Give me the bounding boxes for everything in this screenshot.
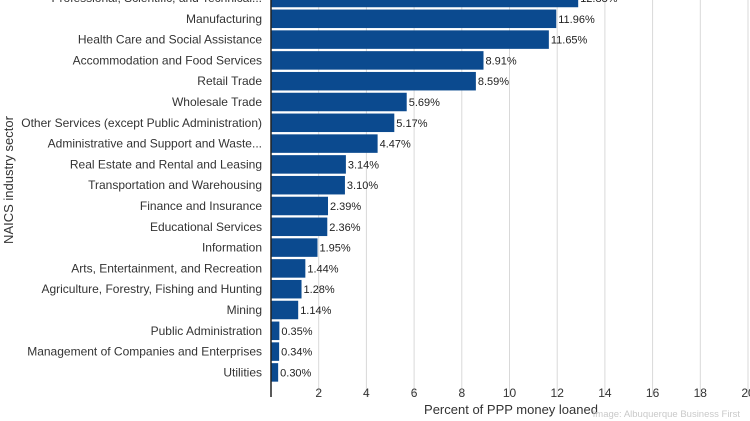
x-tick-labels: 2 4 6 8 10 12 14 16 18 20 bbox=[315, 386, 750, 400]
x-tick-label: 2 bbox=[315, 386, 322, 400]
x-tick-label: 20 bbox=[741, 386, 750, 400]
bar bbox=[271, 155, 346, 174]
bar bbox=[271, 279, 302, 299]
value-label: 5.69% bbox=[409, 97, 440, 109]
category-label: Public Administration bbox=[151, 324, 262, 338]
category-label: Professional, Scientific, and Technical.… bbox=[51, 0, 262, 5]
category-label: Utilities bbox=[223, 365, 262, 379]
x-tick-label: 4 bbox=[363, 386, 370, 400]
category-label: Manufacturing bbox=[186, 12, 262, 26]
category-label: Retail Trade bbox=[197, 74, 262, 88]
value-label: 1.14% bbox=[300, 305, 331, 317]
category-label: Transportation and Warehousing bbox=[88, 178, 262, 192]
bar bbox=[271, 92, 407, 112]
category-label: Agriculture, Forestry, Fishing and Hunti… bbox=[41, 282, 262, 296]
value-label: 1.28% bbox=[304, 284, 335, 296]
category-label: Administrative and Support and Waste... bbox=[48, 137, 262, 151]
bar bbox=[271, 134, 378, 153]
bar bbox=[271, 9, 557, 29]
value-label: 5.17% bbox=[396, 118, 427, 130]
category-label: Educational Services bbox=[150, 220, 262, 234]
category-label: Other Services (except Public Administra… bbox=[21, 116, 262, 130]
value-label: 3.14% bbox=[348, 159, 379, 171]
bar bbox=[271, 30, 549, 49]
value-label: 8.59% bbox=[478, 76, 509, 88]
x-tick-label: 14 bbox=[598, 386, 612, 400]
value-label: 0.35% bbox=[281, 326, 312, 338]
category-label: Management of Companies and Enterprises bbox=[27, 345, 262, 359]
bar bbox=[271, 363, 279, 382]
value-labels: 12.88% 11.96% 11.65% 8.91% 8.59% 5.69% 5.17% 4.… bbox=[280, 0, 618, 379]
value-label: 2.39% bbox=[330, 201, 361, 213]
category-label: Accommodation and Food Services bbox=[73, 53, 262, 67]
y-axis-title: NAICS industry sector bbox=[1, 115, 16, 244]
x-tick-label: 6 bbox=[411, 386, 418, 400]
bars bbox=[271, 0, 579, 382]
category-label: Information bbox=[202, 241, 262, 255]
bar bbox=[271, 300, 299, 320]
x-axis-title: Percent of PPP money loaned bbox=[424, 402, 598, 417]
bar bbox=[271, 175, 345, 195]
x-tick-label: 12 bbox=[551, 386, 565, 400]
bar bbox=[271, 113, 395, 133]
value-label: 4.47% bbox=[380, 139, 411, 151]
value-label: 0.30% bbox=[280, 367, 311, 379]
category-label: Health Care and Social Assistance bbox=[78, 33, 262, 47]
value-label: 8.91% bbox=[486, 55, 517, 67]
category-label: Finance and Insurance bbox=[140, 199, 262, 213]
x-tick-label: 16 bbox=[646, 386, 660, 400]
category-label: Mining bbox=[227, 303, 262, 317]
value-label: 12.88% bbox=[580, 0, 618, 5]
bar bbox=[271, 0, 579, 8]
value-label: 3.10% bbox=[347, 180, 378, 192]
category-label: Arts, Entertainment, and Recreation bbox=[71, 261, 262, 275]
bar bbox=[271, 217, 328, 237]
bar bbox=[271, 321, 280, 341]
value-label: 1.95% bbox=[320, 243, 351, 255]
category-label: Real Estate and Rental and Leasing bbox=[70, 157, 262, 171]
bar bbox=[271, 342, 280, 361]
bar bbox=[271, 259, 306, 278]
x-tick-label: 18 bbox=[694, 386, 708, 400]
bar bbox=[271, 196, 329, 216]
x-tick-label: 8 bbox=[458, 386, 465, 400]
watermark-text: Image: Albuquerque Business First bbox=[593, 409, 741, 420]
bar bbox=[271, 238, 318, 257]
bar bbox=[271, 71, 476, 91]
value-label: 1.44% bbox=[307, 263, 338, 275]
value-label: 0.34% bbox=[281, 347, 312, 359]
value-label: 2.36% bbox=[329, 222, 360, 234]
x-tick-label: 10 bbox=[503, 386, 517, 400]
bar bbox=[271, 51, 484, 70]
category-label: Wholesale Trade bbox=[172, 95, 262, 109]
category-labels: Professional, Scientific, and Technical.… bbox=[21, 0, 262, 379]
value-label: 11.96% bbox=[558, 14, 595, 26]
value-label: 11.65% bbox=[551, 35, 588, 47]
